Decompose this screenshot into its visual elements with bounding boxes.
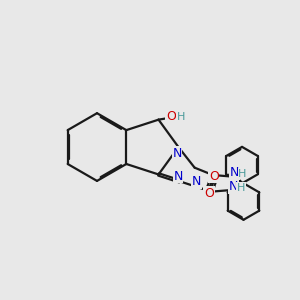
Text: N: N xyxy=(192,175,201,188)
Text: H: H xyxy=(237,182,245,193)
Text: N: N xyxy=(229,180,238,193)
Text: N: N xyxy=(173,170,183,183)
Text: O: O xyxy=(209,170,219,183)
Text: H: H xyxy=(238,169,247,179)
Text: O: O xyxy=(204,187,214,200)
Text: N: N xyxy=(172,147,182,160)
Text: H: H xyxy=(177,112,185,122)
Text: O: O xyxy=(166,110,176,123)
Text: N: N xyxy=(230,167,239,179)
